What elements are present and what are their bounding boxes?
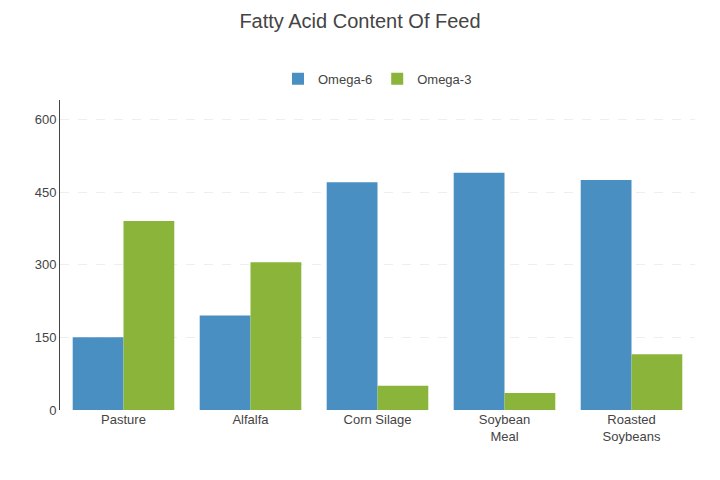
svg-text:Omega-6: Omega-6	[318, 72, 372, 87]
svg-text:Pasture: Pasture	[101, 412, 146, 427]
svg-text:0: 0	[49, 403, 56, 418]
svg-text:450: 450	[35, 185, 57, 200]
svg-text:RoastedSoybeans: RoastedSoybeans	[603, 412, 661, 444]
svg-text:Fatty Acid Content Of Feed: Fatty Acid Content Of Feed	[239, 10, 480, 32]
svg-text:Omega-3: Omega-3	[417, 72, 471, 87]
svg-text:SoybeanMeal: SoybeanMeal	[479, 412, 530, 444]
svg-text:600: 600	[35, 112, 57, 127]
svg-text:150: 150	[35, 330, 57, 345]
svg-text:Corn Silage: Corn Silage	[344, 412, 412, 427]
svg-text:300: 300	[35, 257, 57, 272]
svg-text:Alfalfa: Alfalfa	[232, 412, 269, 427]
